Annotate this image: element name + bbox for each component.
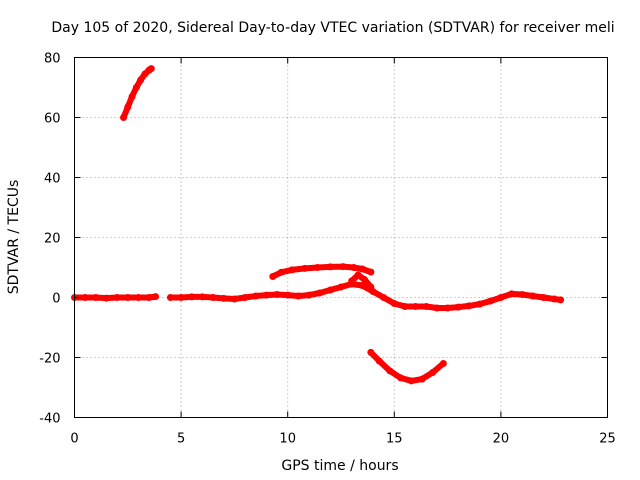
data-point bbox=[135, 294, 142, 301]
chart-background bbox=[0, 0, 640, 480]
y-tick-label: 20 bbox=[44, 232, 61, 247]
data-point bbox=[129, 93, 136, 100]
data-point bbox=[412, 303, 419, 310]
data-point bbox=[367, 284, 374, 291]
data-point bbox=[167, 294, 174, 301]
data-point bbox=[152, 293, 159, 300]
data-point bbox=[82, 294, 89, 301]
data-point bbox=[124, 104, 131, 111]
x-tick-label: 0 bbox=[70, 432, 78, 447]
data-point bbox=[242, 294, 249, 301]
data-point bbox=[367, 349, 374, 356]
x-axis-title: GPS time / hours bbox=[281, 458, 398, 474]
data-point bbox=[476, 301, 483, 308]
y-tick-label: 0 bbox=[52, 292, 60, 307]
data-point bbox=[557, 296, 564, 303]
data-point bbox=[380, 294, 387, 301]
x-tick-label: 20 bbox=[493, 432, 510, 447]
data-point bbox=[508, 290, 515, 297]
y-axis-title: SDTVAR / TECUs bbox=[6, 180, 22, 295]
data-point bbox=[252, 293, 259, 300]
data-point bbox=[278, 269, 285, 276]
data-point bbox=[199, 293, 206, 300]
data-point bbox=[295, 293, 302, 300]
data-point bbox=[361, 276, 368, 283]
y-tick-label: 40 bbox=[44, 172, 61, 187]
data-point bbox=[433, 305, 440, 312]
data-point bbox=[429, 369, 436, 376]
x-tick-label: 15 bbox=[386, 432, 403, 447]
data-point bbox=[408, 377, 415, 384]
data-point bbox=[210, 294, 217, 301]
data-point bbox=[327, 263, 334, 270]
x-tick-label: 25 bbox=[599, 432, 616, 447]
data-point bbox=[188, 293, 195, 300]
data-point bbox=[120, 114, 127, 121]
data-point bbox=[327, 287, 334, 294]
data-point bbox=[301, 265, 308, 272]
data-point bbox=[367, 269, 374, 276]
data-point bbox=[455, 304, 462, 311]
data-point bbox=[269, 273, 276, 280]
data-point bbox=[340, 263, 347, 270]
data-point bbox=[540, 294, 547, 301]
data-point bbox=[551, 296, 558, 303]
data-point bbox=[529, 293, 536, 300]
data-point bbox=[314, 264, 321, 271]
data-point bbox=[92, 294, 99, 301]
data-point bbox=[220, 295, 227, 302]
y-tick-label: 80 bbox=[44, 52, 61, 67]
data-point bbox=[440, 360, 447, 367]
data-point bbox=[401, 303, 408, 310]
data-point bbox=[148, 65, 155, 72]
chart: Day 105 of 2020, Sidereal Day-to-day VTE… bbox=[0, 0, 640, 480]
data-point bbox=[316, 290, 323, 297]
data-point bbox=[376, 358, 383, 365]
data-point bbox=[391, 300, 398, 307]
data-point bbox=[146, 294, 153, 301]
data-point bbox=[114, 294, 121, 301]
data-point bbox=[133, 84, 140, 91]
data-point bbox=[124, 294, 131, 301]
data-point bbox=[387, 368, 394, 375]
data-point bbox=[263, 292, 270, 299]
data-point bbox=[306, 292, 313, 299]
data-point bbox=[284, 292, 291, 299]
data-point bbox=[465, 302, 472, 309]
data-point bbox=[338, 284, 345, 291]
data-point bbox=[103, 295, 110, 302]
data-point bbox=[359, 266, 366, 273]
data-point bbox=[231, 296, 238, 303]
data-point bbox=[274, 291, 281, 298]
data-point bbox=[423, 303, 430, 310]
data-point bbox=[348, 278, 355, 285]
data-point bbox=[355, 272, 362, 279]
y-tick-label: -40 bbox=[39, 412, 60, 427]
data-point bbox=[350, 264, 357, 271]
data-point bbox=[487, 298, 494, 305]
y-tick-label: -20 bbox=[39, 352, 60, 367]
data-point bbox=[497, 294, 504, 301]
data-point bbox=[444, 305, 451, 312]
data-point bbox=[178, 294, 185, 301]
data-point bbox=[397, 374, 404, 381]
data-point bbox=[288, 266, 295, 273]
chart-title: Day 105 of 2020, Sidereal Day-to-day VTE… bbox=[51, 20, 614, 36]
x-tick-label: 10 bbox=[279, 432, 296, 447]
data-point bbox=[419, 376, 426, 383]
x-tick-label: 5 bbox=[177, 432, 185, 447]
data-point bbox=[519, 291, 526, 298]
data-point bbox=[137, 77, 144, 84]
y-tick-label: 60 bbox=[44, 112, 61, 127]
